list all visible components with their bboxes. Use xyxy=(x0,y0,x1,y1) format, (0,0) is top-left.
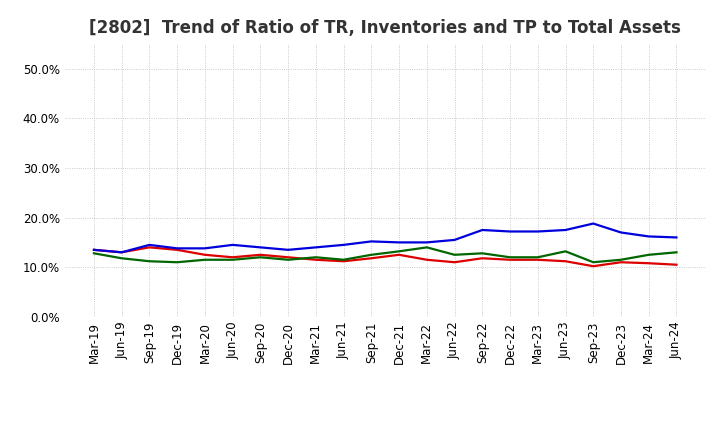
Trade Receivables xyxy=(256,252,265,257)
Trade Payables xyxy=(616,257,625,262)
Trade Receivables xyxy=(228,255,237,260)
Trade Receivables xyxy=(561,259,570,264)
Trade Payables xyxy=(423,245,431,250)
Trade Receivables xyxy=(173,247,181,253)
Inventories xyxy=(228,242,237,248)
Trade Payables xyxy=(339,257,348,262)
Trade Payables xyxy=(228,257,237,262)
Trade Payables xyxy=(589,260,598,265)
Trade Payables xyxy=(201,257,210,262)
Inventories xyxy=(616,230,625,235)
Trade Receivables xyxy=(478,256,487,261)
Inventories xyxy=(312,245,320,250)
Trade Payables xyxy=(145,259,154,264)
Trade Payables xyxy=(312,255,320,260)
Trade Receivables xyxy=(284,255,292,260)
Trade Receivables xyxy=(339,259,348,264)
Inventories xyxy=(89,247,98,253)
Inventories xyxy=(395,240,403,245)
Trade Payables xyxy=(672,249,681,255)
Trade Receivables xyxy=(672,262,681,268)
Trade Payables xyxy=(284,257,292,262)
Trade Receivables xyxy=(117,249,126,255)
Trade Receivables xyxy=(395,252,403,257)
Inventories xyxy=(505,229,514,234)
Inventories xyxy=(117,249,126,255)
Line: Trade Receivables: Trade Receivables xyxy=(94,247,677,266)
Trade Receivables xyxy=(450,260,459,265)
Inventories xyxy=(589,221,598,226)
Trade Receivables xyxy=(312,257,320,262)
Inventories xyxy=(256,245,265,250)
Trade Receivables xyxy=(644,260,653,266)
Inventories xyxy=(339,242,348,248)
Trade Payables xyxy=(450,252,459,257)
Trade Receivables xyxy=(589,264,598,269)
Inventories xyxy=(644,234,653,239)
Trade Payables xyxy=(478,251,487,256)
Trade Payables xyxy=(534,255,542,260)
Inventories xyxy=(423,240,431,245)
Title: [2802]  Trend of Ratio of TR, Inventories and TP to Total Assets: [2802] Trend of Ratio of TR, Inventories… xyxy=(89,19,681,37)
Trade Receivables xyxy=(367,256,376,261)
Trade Payables xyxy=(89,251,98,256)
Trade Receivables xyxy=(201,252,210,257)
Trade Payables xyxy=(367,252,376,257)
Inventories xyxy=(145,242,154,248)
Inventories xyxy=(534,229,542,234)
Inventories xyxy=(450,237,459,242)
Trade Payables xyxy=(117,256,126,261)
Trade Receivables xyxy=(145,245,154,250)
Trade Receivables xyxy=(423,257,431,262)
Trade Payables xyxy=(505,255,514,260)
Inventories xyxy=(201,246,210,251)
Trade Receivables xyxy=(505,257,514,262)
Inventories xyxy=(367,239,376,244)
Inventories xyxy=(672,235,681,240)
Inventories xyxy=(561,227,570,233)
Inventories xyxy=(284,247,292,253)
Trade Payables xyxy=(395,249,403,254)
Inventories xyxy=(478,227,487,233)
Trade Payables xyxy=(173,260,181,265)
Trade Payables xyxy=(561,249,570,254)
Line: Trade Payables: Trade Payables xyxy=(94,247,677,262)
Line: Inventories: Inventories xyxy=(94,224,677,252)
Trade Payables xyxy=(256,255,265,260)
Inventories xyxy=(173,246,181,251)
Trade Receivables xyxy=(534,257,542,262)
Trade Payables xyxy=(644,252,653,257)
Trade Receivables xyxy=(616,260,625,265)
Trade Receivables xyxy=(89,247,98,253)
